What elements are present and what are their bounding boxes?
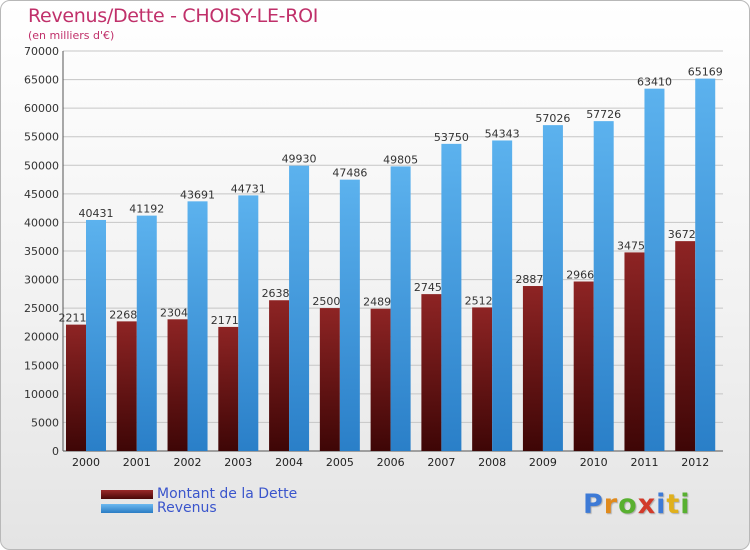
y-tick-label: 65000	[24, 74, 59, 87]
bar-revenus	[593, 121, 614, 451]
legend-swatch-revenus	[101, 503, 153, 513]
data-label-dette: 23047	[160, 306, 195, 319]
legend-item-revenus: Revenus	[101, 501, 297, 515]
data-label-dette: 29662	[566, 269, 601, 282]
bar-revenus	[695, 78, 716, 451]
bar-dette	[624, 252, 645, 451]
logo-letter: o	[618, 489, 638, 520]
y-tick-label: 5000	[31, 416, 59, 429]
y-tick-label: 20000	[24, 331, 59, 344]
y-tick-label: 70000	[24, 45, 59, 58]
logo-letter: x	[637, 489, 657, 520]
chart-title: Revenus/Dette - CHOISY-LE-ROI	[28, 5, 319, 27]
bar-dette	[66, 324, 86, 451]
bar-revenus	[86, 219, 106, 451]
logo-letter: i	[656, 489, 667, 520]
data-label-revenus: 65169	[688, 66, 723, 79]
bar-revenus	[644, 88, 665, 452]
data-label-revenus: 41192	[129, 203, 164, 216]
data-label-revenus: 40431	[79, 207, 114, 220]
proxiti-logo: Proxiti	[583, 489, 691, 520]
data-label-dette: 22115	[59, 312, 94, 325]
logo-letter: P	[583, 489, 604, 520]
data-label-revenus: 54343	[485, 127, 520, 140]
bar-revenus	[187, 201, 208, 451]
x-tick-label: 2000	[72, 456, 100, 469]
x-tick-label: 2004	[275, 456, 303, 469]
y-tick-label: 50000	[24, 159, 59, 172]
data-label-revenus: 43691	[180, 188, 215, 201]
bar-dette	[370, 308, 391, 451]
bar-dette	[319, 308, 340, 451]
x-tick-label: 2002	[174, 456, 202, 469]
y-tick-label: 30000	[24, 274, 59, 287]
y-tick-label: 35000	[24, 245, 59, 258]
data-label-dette: 26383	[262, 287, 297, 300]
x-tick-label: 2009	[529, 456, 557, 469]
bar-dette	[522, 286, 543, 451]
data-label-dette: 34755	[617, 239, 652, 252]
y-tick-label: 45000	[24, 188, 59, 201]
data-label-dette: 21714	[211, 314, 246, 327]
bar-dette	[269, 300, 290, 451]
data-label-dette: 27453	[414, 281, 449, 294]
y-tick-label: 10000	[24, 388, 59, 401]
data-label-dette: 25009	[312, 295, 347, 308]
x-tick-label: 2006	[377, 456, 405, 469]
y-tick-label: 40000	[24, 216, 59, 229]
x-tick-label: 2008	[478, 456, 506, 469]
y-tick-label: 15000	[24, 359, 59, 372]
data-label-revenus: 57026	[535, 112, 570, 125]
data-label-revenus: 44731	[231, 182, 266, 195]
data-label-dette: 24898	[363, 296, 398, 309]
data-label-revenus: 47486	[332, 167, 367, 180]
bar-dette	[472, 307, 493, 451]
bar-dette	[218, 326, 239, 451]
legend-label-dette: Montant de la Dette	[157, 486, 298, 502]
bar-revenus	[542, 125, 563, 451]
data-label-dette: 22685	[109, 308, 144, 321]
data-label-dette: 36726	[668, 228, 703, 241]
bar-dette	[421, 294, 442, 451]
x-tick-label: 2007	[427, 456, 455, 469]
y-tick-label: 25000	[24, 302, 59, 315]
bar-revenus	[238, 195, 259, 451]
x-tick-label: 2012	[681, 456, 709, 469]
bar-revenus	[289, 165, 310, 451]
chart-subtitle: (en milliers d'€)	[28, 29, 115, 42]
logo-letter: r	[603, 489, 619, 520]
data-label-dette: 28871	[515, 273, 550, 286]
y-tick-label: 60000	[24, 102, 59, 115]
data-label-revenus: 53750	[434, 131, 469, 144]
legend-label-revenus: Revenus	[157, 500, 217, 516]
bar-revenus	[136, 215, 157, 451]
y-tick-label: 55000	[24, 131, 59, 144]
bar-dette	[167, 319, 188, 451]
data-label-revenus: 63410	[637, 76, 672, 89]
data-label-dette: 25128	[465, 294, 500, 307]
logo-letter: i	[680, 489, 691, 520]
bar-revenus	[492, 140, 513, 451]
bar-dette	[675, 241, 696, 451]
data-label-revenus: 49930	[282, 153, 317, 166]
legend-swatch-dette	[101, 489, 153, 499]
x-tick-label: 2011	[630, 456, 658, 469]
bar-revenus	[390, 166, 411, 451]
bar-dette	[573, 281, 594, 451]
bar-dette	[116, 321, 137, 451]
legend: Montant de la Dette Revenus	[101, 487, 297, 515]
bar-revenus	[441, 143, 462, 451]
x-tick-label: 2001	[123, 456, 151, 469]
x-tick-label: 2010	[580, 456, 608, 469]
x-tick-label: 2005	[326, 456, 354, 469]
legend-item-dette: Montant de la Dette	[101, 487, 297, 501]
bar-revenus	[339, 179, 360, 451]
data-label-revenus: 49805	[383, 153, 418, 166]
data-label-revenus: 57726	[586, 108, 621, 121]
logo-letter: t	[666, 489, 681, 520]
x-tick-label: 2003	[224, 456, 252, 469]
y-tick-label: 0	[52, 445, 59, 458]
